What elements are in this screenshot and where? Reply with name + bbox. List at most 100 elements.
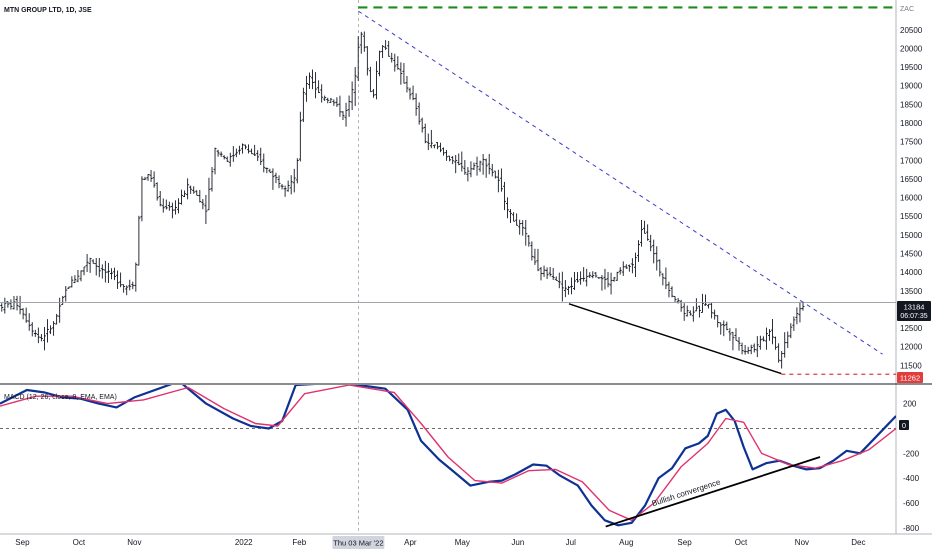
price-bar <box>314 72 318 99</box>
time-tick-label: Sep <box>15 538 30 547</box>
price-bar <box>317 80 321 94</box>
price-bar <box>612 277 616 282</box>
price-bar <box>758 335 762 350</box>
price-bar <box>554 276 558 281</box>
price-bar <box>36 327 40 344</box>
price-bar <box>329 97 333 103</box>
price-bar <box>527 234 531 247</box>
price-bar <box>457 153 461 166</box>
price-bar <box>694 298 698 312</box>
down-trendline <box>358 10 883 355</box>
price-bar <box>384 40 388 50</box>
price-bar <box>615 271 619 281</box>
price-bar <box>70 276 74 288</box>
price-bar <box>216 149 220 157</box>
price-bar <box>509 208 513 223</box>
price-bar <box>408 87 412 100</box>
time-tick-label: Aug <box>619 538 633 547</box>
price-bar <box>311 69 315 90</box>
price-bar <box>301 87 305 122</box>
price-bar <box>3 297 7 314</box>
price-bar <box>76 269 80 283</box>
price-bar <box>256 150 260 162</box>
price-bar <box>633 252 637 277</box>
price-bar <box>466 167 470 182</box>
price-bar <box>704 294 708 306</box>
price-bar <box>359 31 363 54</box>
price-tick-label: 12000 <box>900 343 923 352</box>
price-bar <box>667 281 671 298</box>
price-bar <box>490 163 494 177</box>
price-bar <box>688 310 692 316</box>
price-bar <box>606 272 610 288</box>
price-bar <box>222 155 226 160</box>
price-bar <box>731 331 735 351</box>
price-bar <box>664 267 668 290</box>
price-bar <box>73 275 77 284</box>
price-bar <box>116 270 120 289</box>
price-bar <box>573 272 577 290</box>
price-bar <box>259 147 263 165</box>
price-bar <box>713 309 717 320</box>
price-bar <box>268 168 272 173</box>
price-tick-label: 18500 <box>900 100 923 109</box>
price-bar <box>176 198 180 214</box>
price-bar <box>122 284 126 293</box>
price-bar <box>79 270 83 282</box>
price-bar <box>210 166 214 192</box>
price-bar <box>530 241 534 261</box>
drawing-overlays <box>0 6 896 375</box>
price-tick-label: 14000 <box>900 268 923 277</box>
price-bar <box>9 299 13 310</box>
price-bar <box>542 265 546 277</box>
price-bar <box>438 142 442 153</box>
price-bar <box>173 200 177 215</box>
time-tick-label: Jun <box>511 538 524 547</box>
price-bar <box>58 297 62 323</box>
price-bar <box>777 343 781 363</box>
price-bar <box>789 323 793 339</box>
price-bar <box>515 213 519 226</box>
price-bar <box>448 155 452 162</box>
price-bar <box>646 224 650 241</box>
price-bar <box>472 162 476 171</box>
price-bar <box>27 313 31 331</box>
price-bar <box>158 191 162 207</box>
price-bar <box>387 40 391 57</box>
current-price-badge: 13184 06:07:35 <box>897 301 931 321</box>
price-bar <box>539 266 543 281</box>
macd-zero-badge: 0 <box>899 420 909 430</box>
price-bar <box>582 267 586 282</box>
price-bar <box>801 302 805 311</box>
price-bar <box>52 321 56 336</box>
price-bar <box>24 307 28 323</box>
price-bar <box>481 154 485 175</box>
price-bar <box>600 275 604 291</box>
price-bar <box>244 144 248 150</box>
time-tick-label: Jul <box>566 538 576 547</box>
price-bar <box>460 151 464 172</box>
price-bar <box>149 169 153 182</box>
price-bar <box>597 277 601 279</box>
price-bar <box>609 272 613 295</box>
macd-label: MACD (12, 26, close, 9, EMA, EMA) <box>4 394 117 401</box>
price-bar <box>183 190 187 198</box>
price-bar <box>186 178 190 200</box>
price-bar <box>496 169 500 193</box>
price-bar <box>390 52 394 63</box>
price-bar <box>740 342 744 355</box>
price-bar <box>749 344 753 355</box>
price-bar <box>204 194 208 224</box>
price-bar <box>475 156 479 176</box>
macd-pane <box>0 385 896 528</box>
price-bar <box>454 154 458 174</box>
price-bar <box>435 141 439 150</box>
price-bar <box>524 219 528 246</box>
price-bar <box>320 84 324 103</box>
price-bar <box>795 307 799 325</box>
price-bar <box>649 234 653 252</box>
price-bar <box>569 277 573 295</box>
price-bar <box>673 296 677 302</box>
price-bar <box>189 185 193 194</box>
